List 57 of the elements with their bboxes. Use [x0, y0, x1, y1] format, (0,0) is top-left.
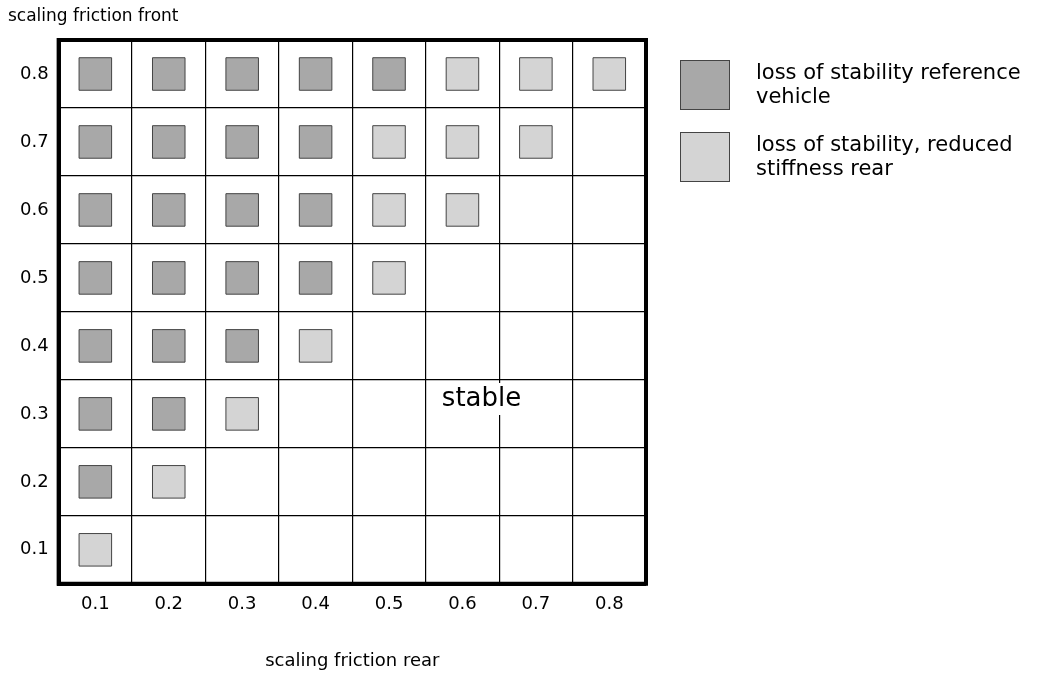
y-axis-title: scaling friction front — [8, 4, 179, 25]
annotation: stable — [441, 381, 522, 412]
x-tick-label: 0.3 — [227, 592, 257, 614]
y-tick-label: 0.2 — [19, 469, 49, 491]
point — [152, 125, 186, 159]
point — [152, 57, 186, 91]
point — [445, 193, 480, 227]
x-tick-label: 0.7 — [521, 592, 551, 614]
point — [372, 261, 406, 295]
point — [225, 261, 259, 295]
y-tick-label: 0.7 — [19, 129, 49, 151]
point — [372, 125, 406, 159]
x-tick-label: 0.4 — [301, 592, 330, 614]
point — [519, 57, 553, 91]
point — [152, 329, 186, 363]
y-tick-label: 0.3 — [19, 401, 49, 423]
point — [592, 57, 627, 91]
point — [298, 261, 333, 295]
y-tick-label: 0.1 — [19, 537, 49, 559]
point — [372, 193, 406, 227]
point — [519, 125, 553, 159]
point — [225, 329, 259, 363]
point — [225, 125, 259, 159]
point — [78, 465, 113, 499]
point — [78, 397, 113, 431]
legend-label: loss of stability reference vehicle — [756, 60, 1022, 108]
point — [78, 193, 113, 227]
point — [298, 125, 333, 159]
point — [298, 57, 333, 91]
point — [225, 397, 259, 431]
x-axis-title: scaling friction rear — [265, 648, 441, 670]
point — [445, 57, 480, 91]
point — [78, 125, 113, 159]
point — [78, 329, 113, 363]
point — [372, 57, 406, 91]
point — [78, 261, 113, 295]
legend-label: loss of stability, reduced stiffness rear — [756, 132, 1014, 180]
point — [152, 465, 186, 499]
x-tick-label: 0.2 — [154, 592, 184, 614]
point — [298, 329, 333, 363]
point — [445, 125, 480, 159]
y-tick-label: 0.4 — [19, 333, 49, 355]
point — [152, 261, 186, 295]
point — [225, 57, 259, 91]
point — [78, 57, 113, 91]
y-tick-label: 0.8 — [19, 61, 49, 83]
x-tick-label: 0.1 — [81, 592, 110, 614]
y-tick-label: 0.6 — [19, 197, 49, 219]
point — [152, 397, 186, 431]
x-tick-label: 0.5 — [374, 592, 404, 614]
y-tick-label: 0.5 — [19, 265, 49, 287]
point — [78, 533, 113, 567]
point — [298, 193, 333, 227]
point — [152, 193, 186, 227]
point — [225, 193, 259, 227]
x-tick-label: 0.6 — [448, 592, 477, 614]
x-tick-label: 0.8 — [594, 592, 624, 614]
